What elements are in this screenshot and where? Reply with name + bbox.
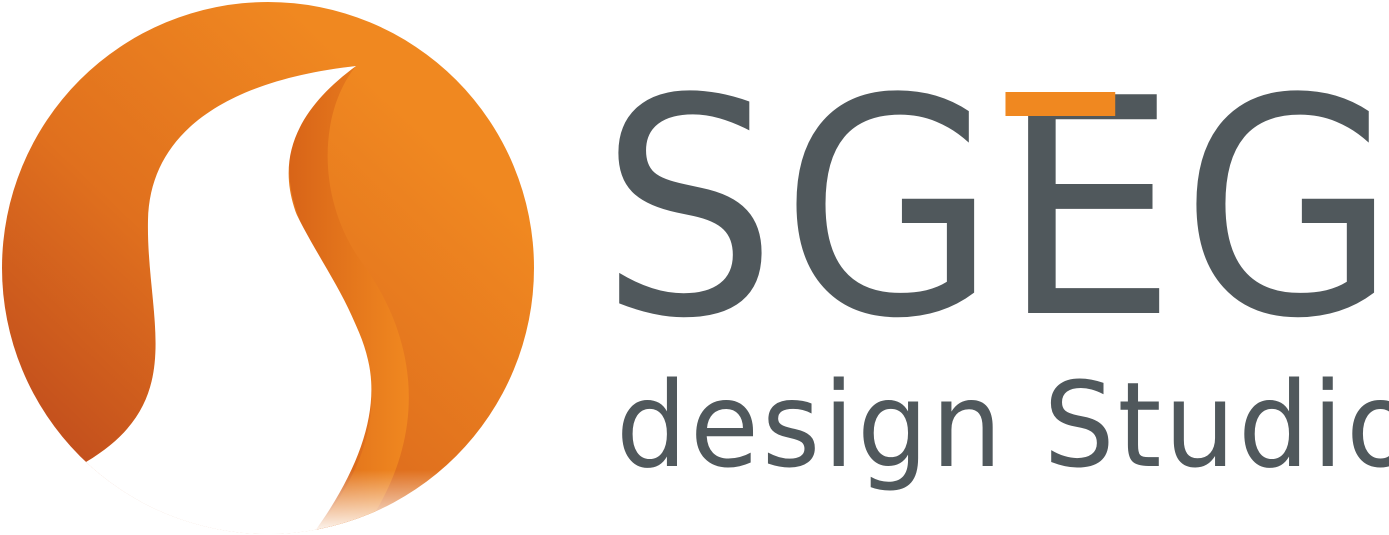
logo-road-inner <box>70 66 372 534</box>
brand-name-part1: SG <box>600 35 1001 384</box>
brand-name-accent-letter: E <box>1001 60 1181 360</box>
brand-name-accent-text: E <box>1000 35 1181 384</box>
wordmark: SGE G design Studio <box>600 0 1389 535</box>
brand-name: SGE G <box>600 60 1389 360</box>
logo-mark-icon <box>2 2 534 534</box>
brand-name-part2: G <box>1180 35 1389 384</box>
logo-ribbon-right <box>289 66 409 534</box>
accent-bar-icon <box>1005 92 1116 116</box>
tagline: design Studio <box>616 356 1389 494</box>
